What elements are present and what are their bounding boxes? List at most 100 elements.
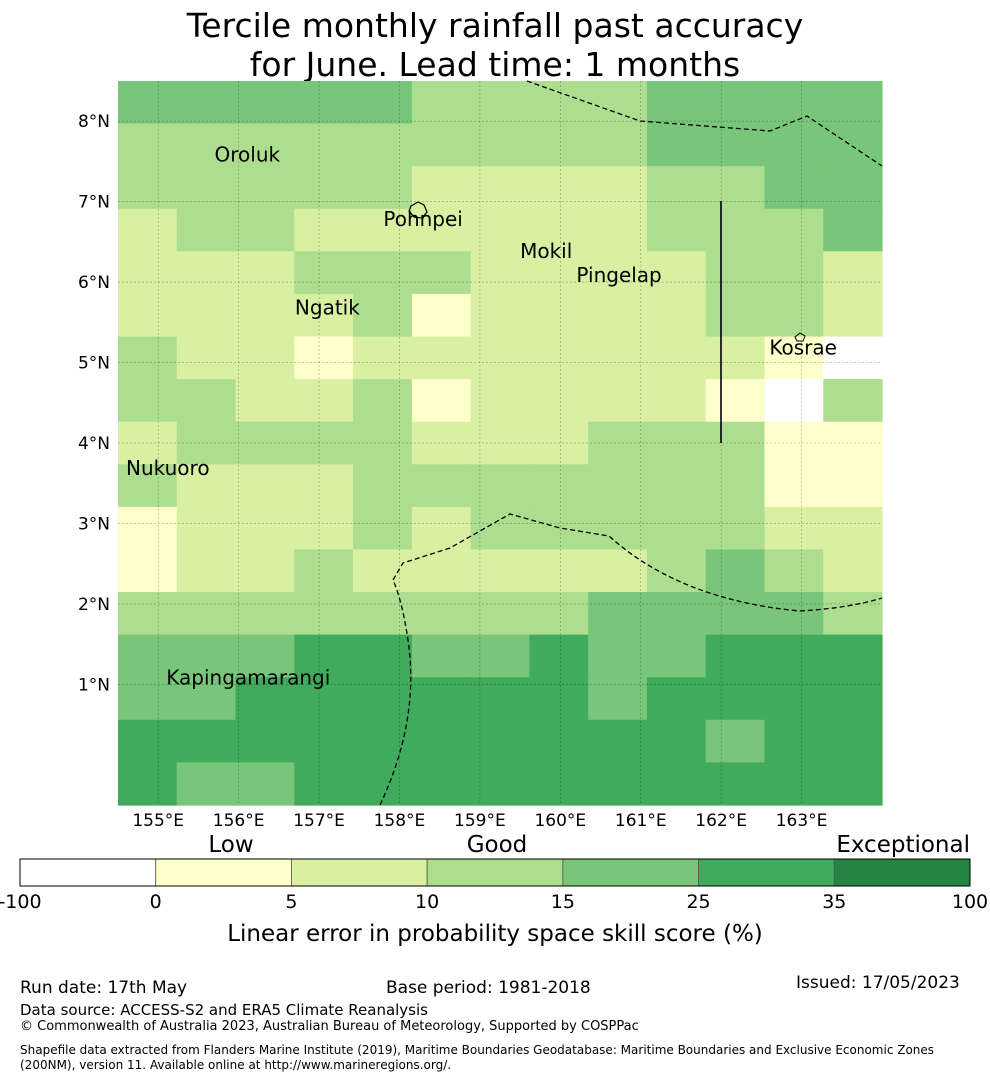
grid-cell [705, 81, 766, 125]
grid-cell [176, 762, 237, 806]
grid-cell [705, 379, 766, 423]
grid-cell [235, 336, 295, 380]
grid-cell [705, 549, 766, 593]
grid-cell [646, 81, 707, 125]
grid-cell [823, 549, 883, 593]
grid-cell [764, 251, 824, 295]
grid-cell [294, 123, 354, 167]
grid-cell [764, 464, 824, 508]
grid-cell [470, 336, 530, 380]
grid-cell [529, 762, 589, 806]
grid-cell [705, 123, 766, 167]
grid-cell [470, 634, 530, 678]
grid-cell [588, 421, 648, 465]
grid-cell [118, 208, 178, 252]
grid-cell [705, 592, 766, 636]
grid-cell [529, 677, 589, 721]
grid-cell [411, 506, 472, 551]
lat-tick-label: 1°N [78, 675, 110, 695]
grid-cell [470, 506, 530, 551]
grid-cell [823, 592, 883, 636]
grid-cell [118, 421, 178, 465]
colorbar-tick-label: 100 [952, 891, 988, 913]
grid-cell [235, 379, 295, 423]
grid-cell [646, 293, 707, 338]
grid-cell [823, 421, 883, 465]
grid-cell [823, 208, 883, 252]
grid-cell [705, 677, 766, 721]
grid-cell [470, 762, 530, 806]
grid-cell [353, 379, 413, 423]
grid-cell [470, 379, 530, 423]
grid-cell [705, 719, 766, 764]
colorbar-segment [562, 858, 699, 887]
lon-tick-label: 162°E [695, 811, 747, 831]
grid-cell [705, 208, 766, 252]
grid-cell [235, 719, 295, 764]
lon-tick-label: 161°E [615, 811, 667, 831]
lat-tick-label: 7°N [78, 193, 110, 213]
grid-cell [294, 719, 354, 764]
issued-date: Issued: 17/05/2023 [796, 973, 960, 993]
grid-cell [764, 421, 824, 465]
place-label: Oroluk [215, 142, 281, 166]
grid-cell [470, 464, 530, 508]
grid-cell [588, 81, 648, 125]
grid-cell [353, 506, 413, 551]
colorbar-segment [291, 858, 428, 887]
grid-cell [823, 762, 883, 806]
grid-cell [294, 251, 354, 295]
grid-cell [529, 251, 589, 295]
grid-cell [118, 379, 178, 423]
grid-cell [353, 719, 413, 764]
grid-cell [646, 592, 707, 636]
grid-cell [705, 336, 766, 380]
grid-cell [646, 379, 707, 423]
grid-cell [529, 208, 589, 252]
grid-cell [294, 336, 354, 380]
grid-cell [235, 81, 295, 125]
pohnpei-island-outline [408, 201, 428, 219]
grid-cell [411, 719, 472, 764]
grid-cell [411, 208, 472, 252]
colorbar-segment [833, 858, 971, 887]
lon-tick-label: 160°E [534, 811, 586, 831]
grid-cell [176, 293, 237, 338]
grid-cell [118, 336, 178, 380]
grid-cell [411, 336, 472, 380]
colorbar-tick-label: 35 [822, 891, 846, 913]
grid-cell [411, 166, 472, 210]
grid-cell [353, 762, 413, 806]
shapefile-credit: Shapefile data extracted from Flanders M… [20, 1043, 935, 1072]
grid-cell [411, 123, 472, 167]
grid-cell [529, 166, 589, 210]
grid-cell [470, 166, 530, 210]
grid-cell [529, 81, 589, 125]
data-source: Data source: ACCESS-S2 and ERA5 Climate … [20, 1001, 428, 1019]
grid-cell [764, 634, 824, 678]
colorbar-tick-label: 10 [415, 891, 439, 913]
grid-cell [823, 166, 883, 210]
colorbar-tick-label: 0 [150, 891, 162, 913]
grid-cell [118, 251, 178, 295]
grid-cell [294, 166, 354, 210]
grid-cell [235, 549, 295, 593]
eez-boundary-north [526, 80, 883, 167]
lon-tick-label: 158°E [374, 811, 426, 831]
grid-cell [764, 506, 824, 551]
grid-cell [764, 719, 824, 764]
grid-cell [294, 421, 354, 465]
grid-cell [646, 762, 707, 806]
colorbar: -100 0 5 10 15 25 35 100 Low Good Exceptional Linea… [0, 832, 988, 947]
grid-cell [588, 464, 648, 508]
grid-cell [823, 677, 883, 721]
grid-cell [588, 208, 648, 252]
grid-cell [118, 464, 178, 508]
grid-cell [529, 421, 589, 465]
place-label: Kosrae [769, 336, 837, 360]
grid-cell [235, 762, 295, 806]
grid-cell [411, 379, 472, 423]
grid-cell [823, 81, 883, 125]
